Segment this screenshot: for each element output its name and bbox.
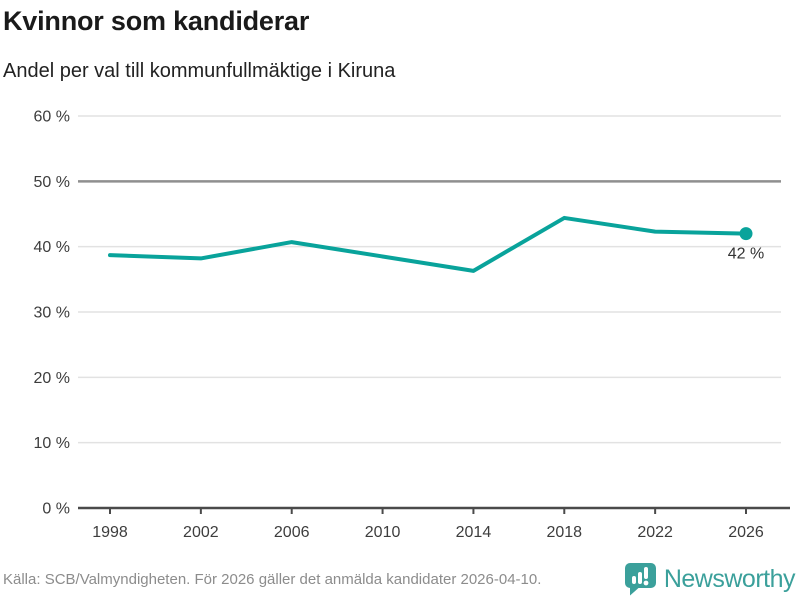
x-axis-label: 2014 — [456, 524, 492, 541]
x-axis-label: 2006 — [274, 524, 310, 541]
y-axis-label: 50 % — [34, 174, 70, 191]
y-axis-label: 60 % — [34, 109, 70, 126]
y-axis-label: 10 % — [34, 435, 70, 452]
y-axis-label: 30 % — [34, 305, 70, 322]
x-axis-label: 2010 — [365, 524, 401, 541]
x-axis-label: 2022 — [637, 524, 673, 541]
x-axis-label: 2018 — [546, 524, 582, 541]
y-axis-label: 40 % — [34, 239, 70, 256]
source-note: Källa: SCB/Valmyndigheten. För 2026 gäll… — [3, 570, 542, 588]
x-axis-label: 2026 — [728, 524, 764, 541]
footer: Källa: SCB/Valmyndigheten. För 2026 gäll… — [3, 560, 796, 598]
chart-subtitle: Andel per val till kommunfullmäktige i K… — [3, 60, 396, 82]
y-axis-label: 20 % — [34, 370, 70, 387]
x-axis-label: 1998 — [92, 524, 128, 541]
newsworthy-bubble-chart-icon — [624, 563, 656, 596]
x-axis-label: 2002 — [183, 524, 219, 541]
chart-title: Kvinnor som kandiderar — [3, 6, 310, 36]
end-value-label: 42 % — [728, 246, 764, 263]
data-line — [108, 215, 748, 273]
end-point-marker — [739, 227, 753, 241]
newsworthy-logo: Newsworthy — [624, 562, 796, 596]
newsworthy-wordmark: Newsworthy — [663, 564, 796, 593]
y-axis-label: 0 % — [42, 501, 70, 518]
